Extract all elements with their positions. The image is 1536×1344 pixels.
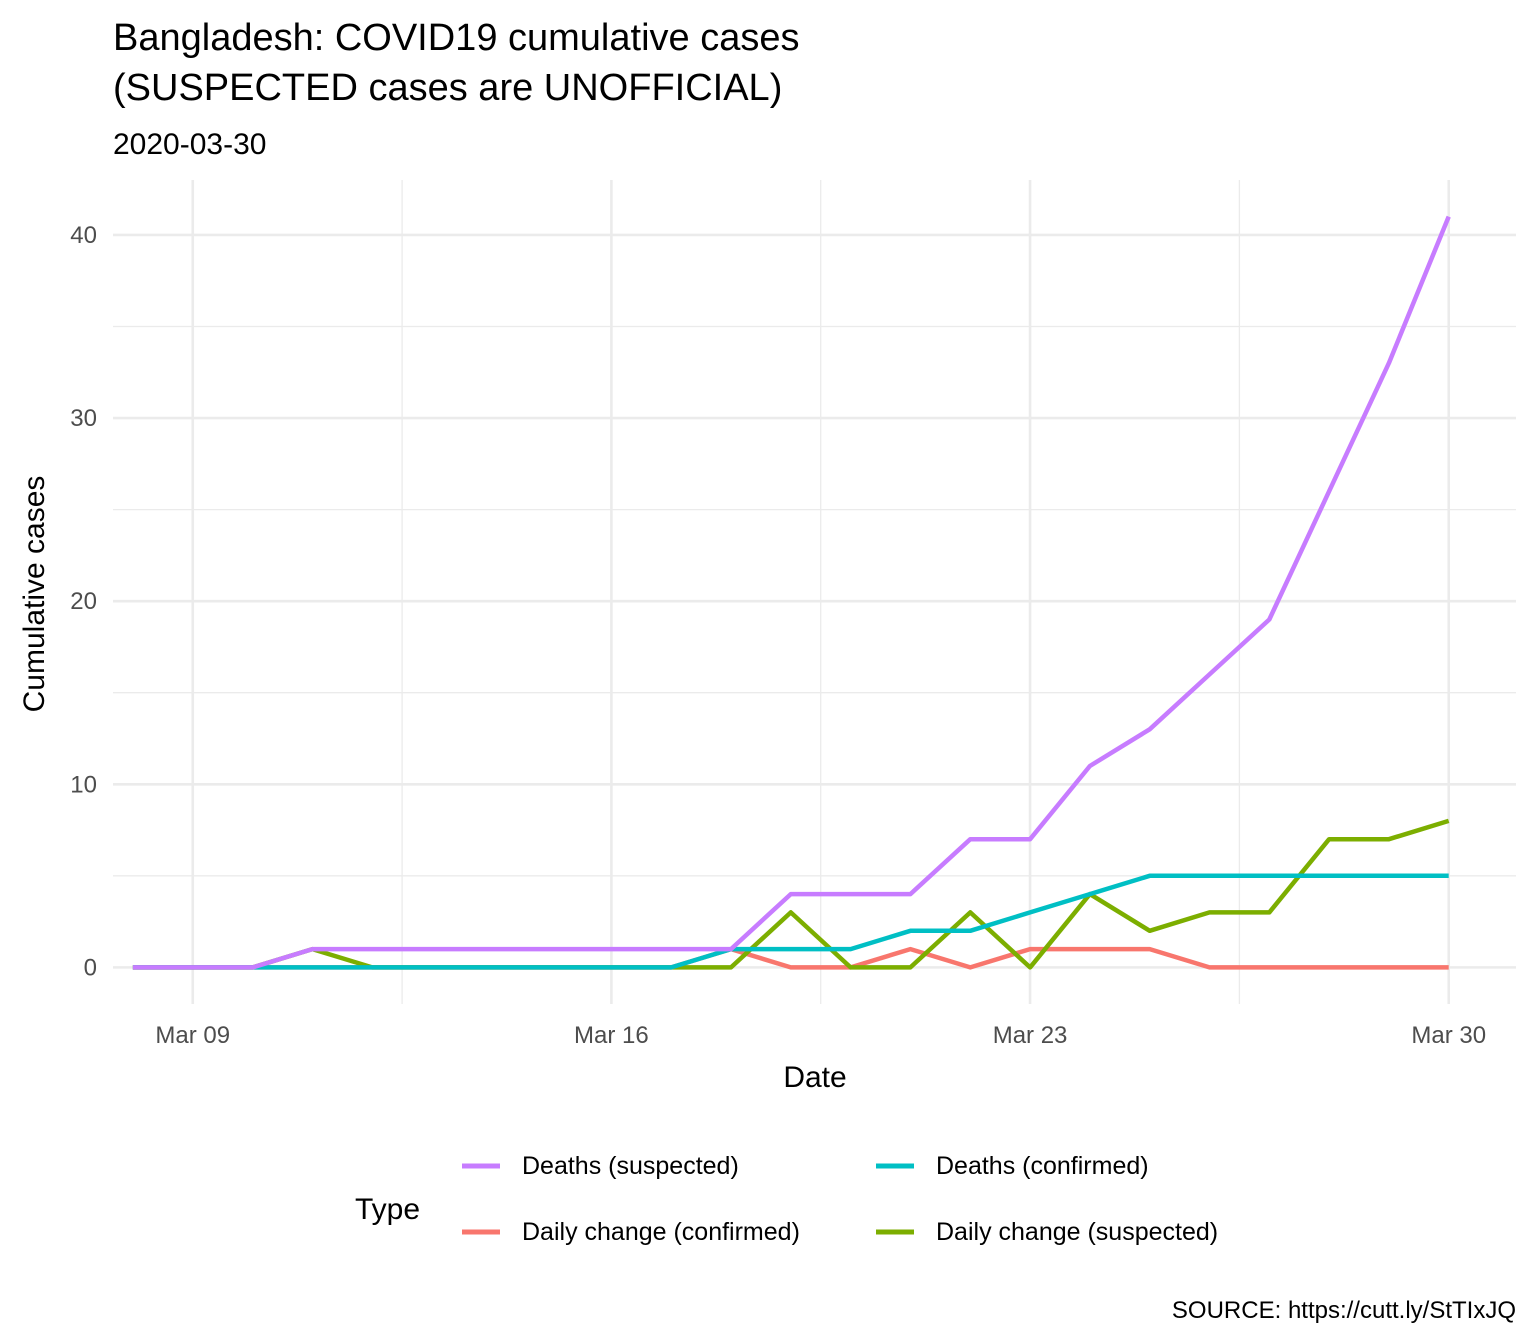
legend-label: Deaths (confirmed) bbox=[936, 1152, 1149, 1180]
legend-label: Daily change (confirmed) bbox=[522, 1218, 800, 1246]
x-axis-title: Date bbox=[783, 1061, 846, 1094]
y-tick-label: 20 bbox=[70, 588, 97, 615]
plot-series bbox=[132, 215, 1451, 970]
y-tick-label: 0 bbox=[84, 954, 97, 981]
legend: Type Deaths (suspected) Deaths (confirmed… bbox=[355, 1152, 1218, 1246]
legend-item: Daily change (suspected) bbox=[876, 1218, 1218, 1246]
chart-subtitle: 2020-03-30 bbox=[113, 128, 266, 161]
y-axis-title: Cumulative cases bbox=[18, 476, 51, 713]
legend-label: Daily change (suspected) bbox=[936, 1218, 1218, 1246]
chart-title: Bangladesh: COVID19 cumulative cases (SU… bbox=[113, 17, 799, 109]
legend-item: Deaths (suspected) bbox=[462, 1152, 739, 1180]
series-line-daily-change-suspected bbox=[132, 818, 1450, 970]
series-line-daily-change-confirmed bbox=[132, 946, 1449, 970]
y-tick-label: 30 bbox=[70, 405, 97, 432]
chart-title-line-1: Bangladesh: COVID19 cumulative cases bbox=[113, 17, 799, 59]
series-line-deaths-suspected bbox=[132, 215, 1451, 970]
x-tick-label: Mar 16 bbox=[574, 1022, 649, 1049]
plot-grid bbox=[113, 180, 1516, 1004]
chart-caption: SOURCE: https://cutt.ly/StTIxJQ bbox=[1172, 1297, 1516, 1324]
x-tick-label: Mar 09 bbox=[155, 1022, 230, 1049]
y-axis-tick-labels: 0 10 20 30 40 bbox=[70, 222, 97, 981]
legend-item: Daily change (confirmed) bbox=[462, 1218, 800, 1246]
legend-item: Deaths (confirmed) bbox=[876, 1152, 1149, 1180]
x-tick-label: Mar 23 bbox=[993, 1022, 1068, 1049]
legend-label: Deaths (suspected) bbox=[522, 1152, 739, 1180]
y-tick-label: 40 bbox=[70, 222, 97, 249]
legend-title: Type bbox=[355, 1193, 420, 1226]
series-line-deaths-confirmed bbox=[132, 873, 1449, 970]
chart-title-line-2: (SUSPECTED cases are UNOFFICIAL) bbox=[113, 67, 782, 109]
x-axis-tick-labels: Mar 09 Mar 16 Mar 23 Mar 30 bbox=[155, 1022, 1486, 1049]
x-tick-label: Mar 30 bbox=[1411, 1022, 1486, 1049]
y-tick-label: 10 bbox=[70, 771, 97, 798]
